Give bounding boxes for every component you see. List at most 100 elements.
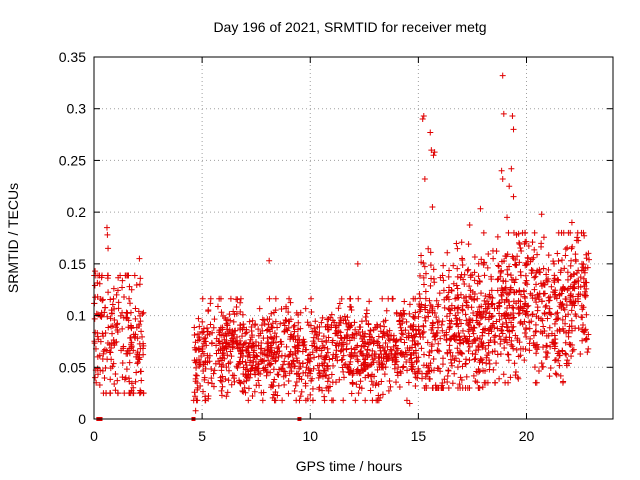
data-point	[194, 379, 201, 386]
data-point	[284, 327, 291, 334]
data-point	[328, 371, 335, 378]
data-point	[573, 270, 580, 277]
data-point	[474, 295, 481, 302]
data-point	[480, 229, 487, 236]
data-point	[273, 333, 280, 340]
data-point	[251, 388, 258, 395]
data-point	[112, 371, 119, 378]
data-point	[567, 273, 574, 280]
data-point	[455, 304, 462, 311]
data-point	[568, 353, 575, 360]
data-point	[360, 352, 367, 359]
data-point	[223, 364, 230, 371]
data-point	[366, 298, 373, 305]
data-point	[135, 308, 142, 315]
data-point	[523, 333, 530, 340]
data-point	[487, 337, 494, 344]
data-point	[347, 367, 354, 374]
y-tick-label: 0.35	[59, 49, 86, 65]
data-point	[544, 315, 551, 322]
data-point	[341, 334, 348, 341]
data-point	[584, 349, 591, 356]
data-point	[293, 379, 300, 386]
data-point	[430, 320, 437, 327]
data-point	[428, 147, 435, 154]
data-point	[508, 165, 515, 172]
data-point	[454, 265, 461, 272]
data-point	[330, 362, 337, 369]
data-point	[420, 328, 427, 335]
data-point	[458, 376, 465, 383]
data-point	[103, 224, 110, 231]
data-point	[456, 381, 463, 388]
data-point	[444, 249, 451, 256]
data-point	[401, 339, 408, 346]
data-point	[196, 363, 203, 370]
data-point	[586, 256, 593, 263]
data-point	[459, 327, 466, 334]
data-point	[568, 257, 575, 264]
data-point	[450, 280, 457, 287]
data-point	[320, 333, 327, 340]
data-point	[406, 301, 413, 308]
data-point	[101, 374, 108, 381]
data-point	[140, 342, 147, 349]
data-point	[493, 248, 500, 255]
data-point	[410, 322, 417, 329]
data-point	[302, 382, 309, 389]
data-point	[533, 299, 540, 306]
data-point	[444, 293, 451, 300]
data-point	[454, 245, 461, 252]
data-point	[547, 365, 554, 372]
data-point	[369, 397, 376, 404]
data-point	[420, 274, 427, 281]
data-point	[315, 386, 322, 393]
data-point	[128, 286, 135, 293]
data-point	[200, 325, 207, 332]
data-point	[472, 378, 479, 385]
data-point	[458, 350, 465, 357]
data-point	[511, 261, 518, 268]
data-point	[136, 312, 143, 319]
data-point	[506, 334, 513, 341]
data-point	[270, 366, 277, 373]
data-point	[445, 284, 452, 291]
data-point	[518, 247, 525, 254]
data-point	[348, 390, 355, 397]
data-point	[543, 302, 550, 309]
data-point	[281, 381, 288, 388]
data-point	[281, 322, 288, 329]
data-point	[371, 373, 378, 380]
data-point	[338, 295, 345, 302]
data-point	[551, 320, 558, 327]
data-point	[456, 333, 463, 340]
data-point	[271, 330, 278, 337]
data-point	[324, 362, 331, 369]
data-point	[236, 358, 243, 365]
data-point	[541, 310, 548, 317]
data-point	[220, 362, 227, 369]
data-point	[526, 325, 533, 332]
data-point	[109, 301, 116, 308]
data-point	[309, 349, 316, 356]
data-point	[462, 311, 469, 318]
data-point	[415, 341, 422, 348]
data-point	[427, 262, 434, 269]
data-point	[444, 372, 451, 379]
data-point	[246, 340, 253, 347]
data-point	[402, 327, 409, 334]
data-point	[444, 378, 451, 385]
data-point	[422, 317, 429, 324]
data-point	[564, 244, 571, 251]
data-point	[287, 336, 294, 343]
data-point	[393, 337, 400, 344]
data-point	[243, 362, 250, 369]
data-point	[502, 315, 509, 322]
data-point	[440, 262, 447, 269]
data-point	[346, 324, 353, 331]
data-point	[508, 337, 515, 344]
data-point	[385, 336, 392, 343]
data-point	[205, 379, 212, 386]
data-point	[523, 308, 530, 315]
